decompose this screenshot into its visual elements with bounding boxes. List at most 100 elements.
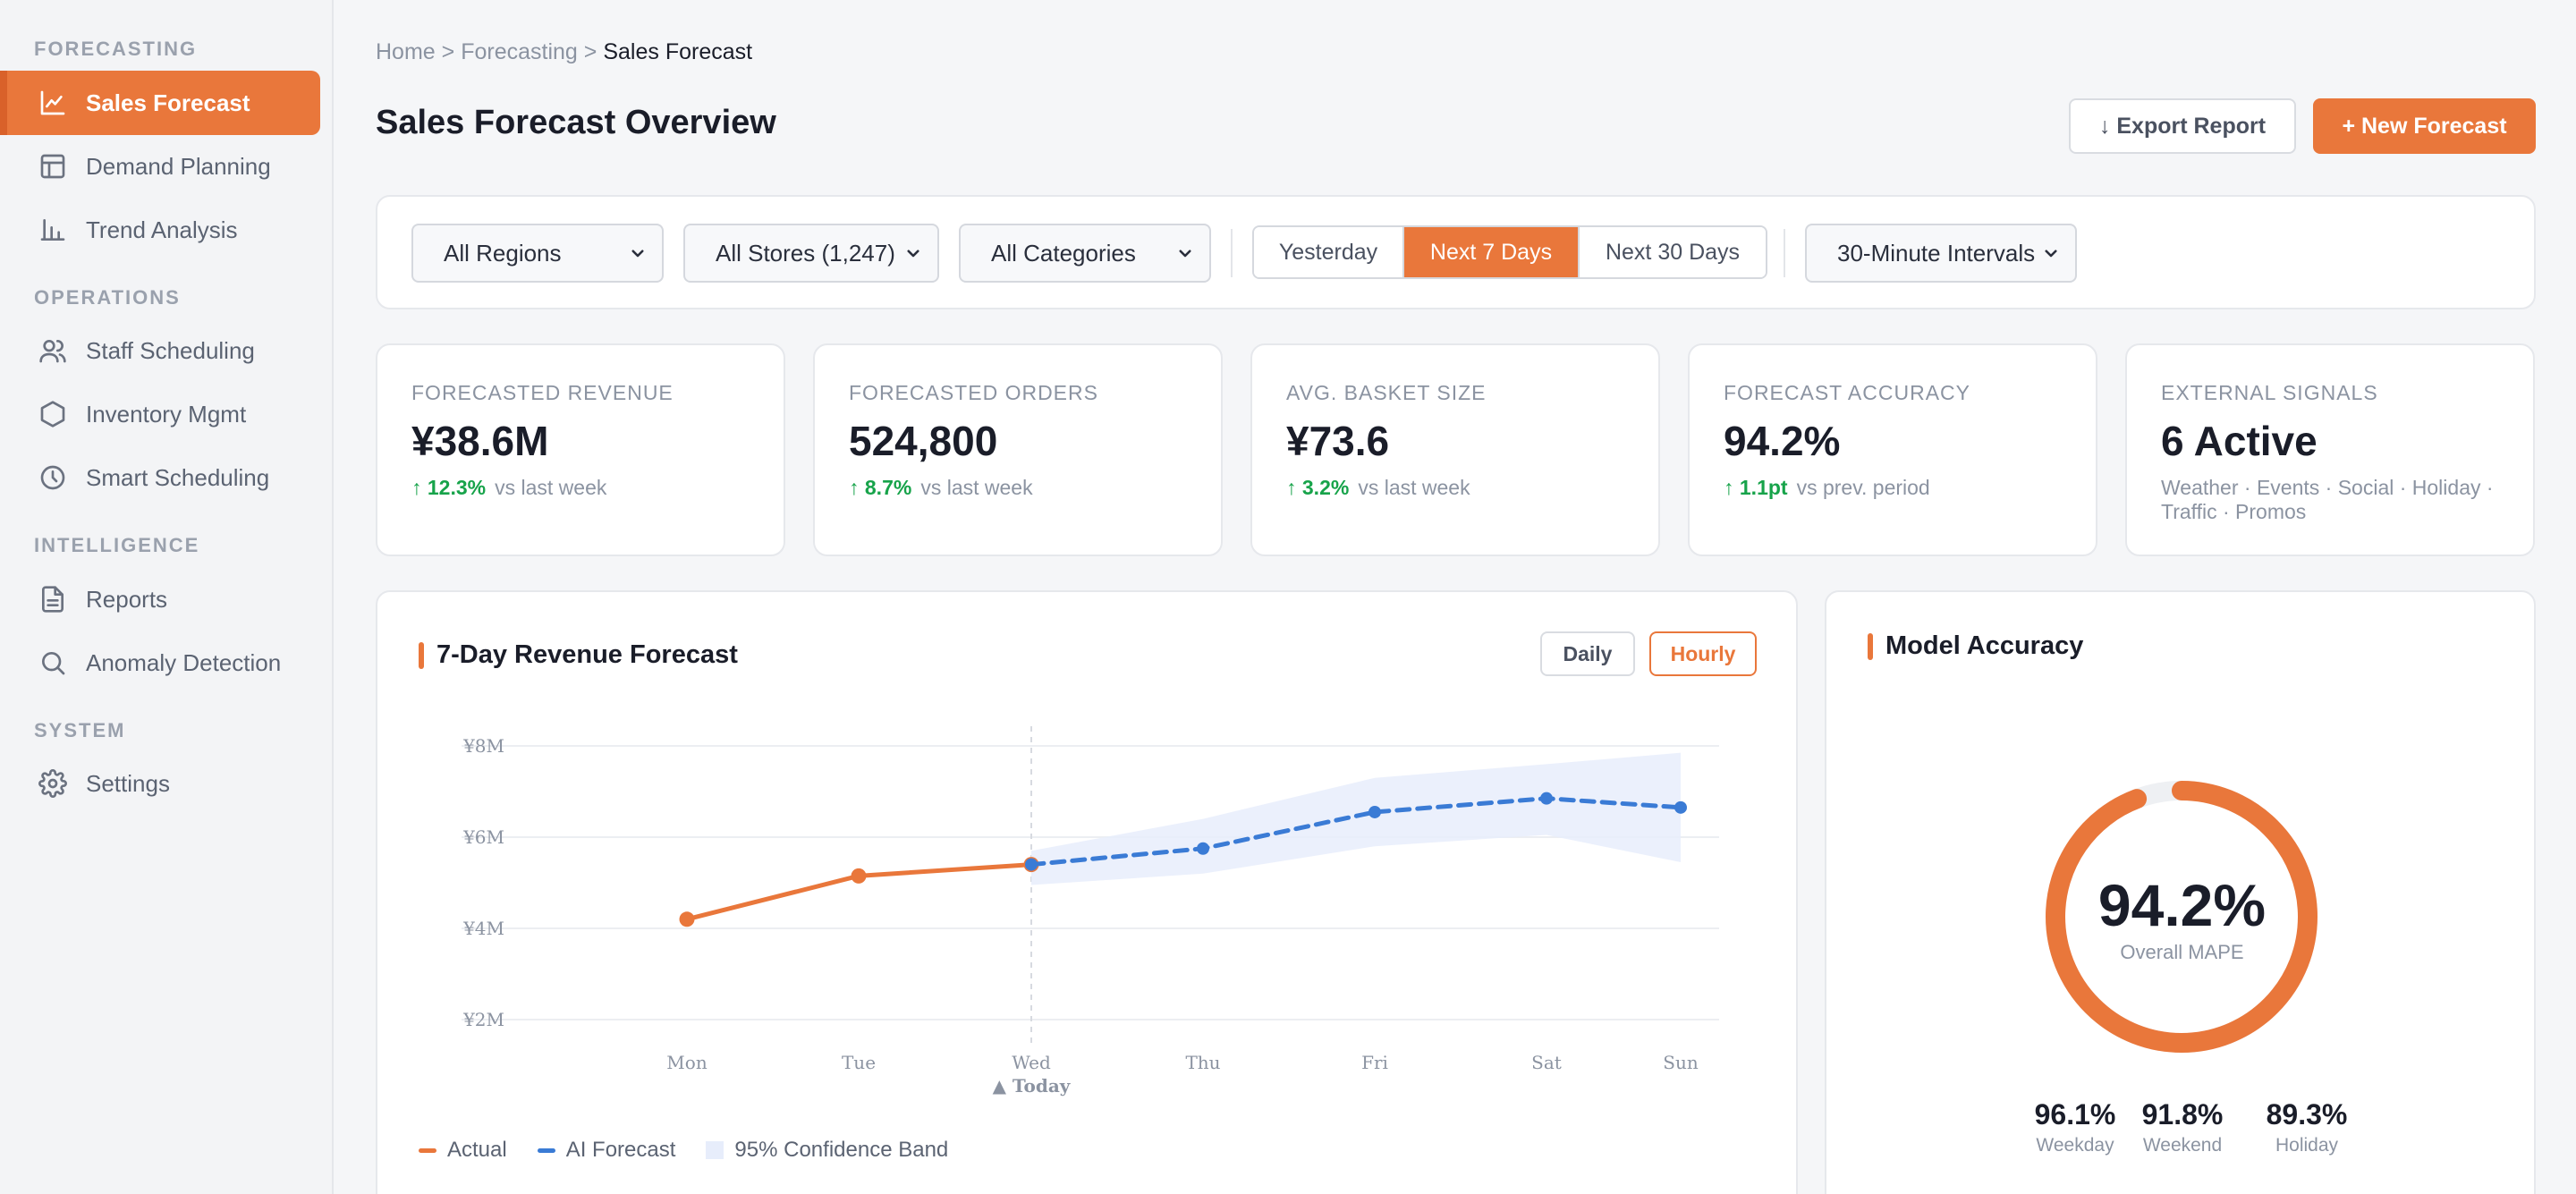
sidebar-item-settings[interactable]: Settings — [0, 751, 320, 816]
range-yesterday-button[interactable]: Yesterday — [1254, 227, 1404, 277]
sidebar-item-inventory-mgmt[interactable]: Inventory Mgmt — [0, 382, 320, 446]
stat-value: 96.1% — [2034, 1098, 2116, 1130]
kpi-label: FORECASTED REVENUE — [411, 381, 674, 404]
data-point — [1025, 858, 1038, 871]
kpi-card-accuracy: FORECAST ACCURACY 94.2% ↑ 1.1pt vs prev. … — [1688, 343, 2097, 556]
revenue-chart: ¥2M ¥4M ¥6M ¥8M Mon Tue Wed Thu Fri Sat Sun ▲ Today — [462, 726, 1719, 1097]
x-tick-label: Thu — [1185, 1052, 1220, 1073]
y-tick-label: ¥6M — [462, 826, 504, 848]
kpi-change: ↑ 1.1pt vs prev. period — [1724, 476, 1930, 500]
stat-value: 91.8% — [2141, 1098, 2224, 1130]
gauge-fill — [2046, 781, 2318, 1053]
kpi-card-external-signals: EXTERNAL SIGNALS 6 Active Weather · Even… — [2125, 343, 2535, 556]
x-tick-label: Mon — [666, 1052, 708, 1073]
sidebar-item-smart-scheduling[interactable]: Smart Scheduling — [0, 445, 320, 510]
accuracy-gauge — [2046, 781, 2318, 1053]
sidebar-item-sales-forecast[interactable]: Sales Forecast — [0, 71, 320, 135]
x-tick-label: Sat — [1531, 1052, 1562, 1073]
kpi-value: 94.2% — [1724, 418, 1841, 464]
search-icon — [38, 648, 68, 678]
data-point — [1368, 805, 1381, 818]
stat-value: 89.3% — [2266, 1098, 2348, 1130]
nav-section-forecasting: FORECASTING — [34, 38, 198, 60]
kpi-value: 6 Active — [2161, 418, 2318, 464]
chart-legend: Actual AI Forecast 95% Confidence Band — [419, 1138, 979, 1163]
interval-select[interactable]: 30-Minute Intervals — [1805, 224, 2077, 283]
kpi-card-revenue: FORECASTED REVENUE ¥38.6M ↑ 12.3% vs last… — [376, 343, 785, 556]
nav-section-intelligence: INTELLIGENCE — [34, 534, 200, 556]
sidebar-item-label: Inventory Mgmt — [86, 400, 247, 428]
legend-label: Actual — [447, 1138, 507, 1162]
nav-section-system: SYSTEM — [34, 719, 126, 741]
categories-select-value: All Categories — [991, 239, 1136, 267]
sidebar-item-demand-planning[interactable]: Demand Planning — [0, 134, 320, 199]
sidebar-item-label: Anomaly Detection — [86, 648, 282, 676]
kpi-change-period: vs last week — [495, 476, 607, 499]
users-icon — [38, 335, 68, 366]
accuracy-title: Model Accuracy — [1868, 631, 2083, 661]
x-tick-label: Fri — [1361, 1052, 1388, 1073]
nav-section-operations: OPERATIONS — [34, 286, 181, 309]
legend-label: AI Forecast — [565, 1138, 676, 1162]
kpi-change-value: ↑ 3.2% — [1286, 476, 1350, 499]
breadcrumb-separator: > — [441, 39, 455, 64]
sidebar-item-label: Staff Scheduling — [86, 336, 255, 364]
kpi-card-orders: FORECASTED ORDERS 524,800 ↑ 8.7% vs last … — [813, 343, 1223, 556]
accuracy-value: 94.2% — [2097, 872, 2267, 938]
breadcrumb-forecasting[interactable]: Forecasting — [461, 39, 578, 64]
kpi-signal-list: Weather · Events · Social · Holiday · Tr… — [2161, 476, 2494, 523]
filter-bar: All Regions All Stores (1,247) All Categ… — [376, 195, 2536, 309]
x-tick-label: Sun — [1663, 1052, 1699, 1073]
kpi-change: ↑ 12.3% vs last week — [411, 476, 606, 500]
kpi-change-value: ↑ 12.3% — [411, 476, 487, 499]
kpi-change-period: vs last week — [1358, 476, 1470, 499]
kpi-card-basket-size: AVG. BASKET SIZE ¥73.6 ↑ 3.2% vs last wee… — [1250, 343, 1660, 556]
region-select-value: All Regions — [444, 239, 562, 267]
range-next-30-days-button[interactable]: Next 30 Days — [1580, 227, 1766, 277]
sidebar-item-anomaly-detection[interactable]: Anomaly Detection — [0, 631, 320, 695]
date-range-toggle: Yesterday Next 7 Days Next 30 Days — [1252, 225, 1767, 279]
kpi-change-period: vs last week — [920, 476, 1033, 499]
legend-item-forecast: AI Forecast — [537, 1138, 676, 1163]
line-chart-icon — [38, 88, 68, 118]
daily-toggle[interactable]: Daily — [1540, 631, 1635, 676]
legend-swatch — [706, 1141, 724, 1159]
breadcrumb-home[interactable]: Home — [376, 39, 436, 64]
sidebar-item-reports[interactable]: Reports — [0, 567, 320, 631]
range-next-7-days-button[interactable]: Next 7 Days — [1404, 227, 1580, 277]
sidebar-item-trend-analysis[interactable]: Trend Analysis — [0, 198, 320, 262]
legend-item-actual: Actual — [419, 1138, 507, 1163]
kpi-label: AVG. BASKET SIZE — [1286, 381, 1487, 404]
export-report-button[interactable]: ↓ Export Report — [2069, 98, 2296, 154]
breadcrumb: Home > Forecasting > Sales Forecast — [376, 39, 752, 65]
stores-select[interactable]: All Stores (1,247) — [683, 224, 939, 283]
data-point — [1197, 842, 1209, 855]
legend-label: 95% Confidence Band — [734, 1138, 949, 1162]
page-title: Sales Forecast Overview — [376, 104, 776, 141]
stores-select-value: All Stores (1,247) — [716, 239, 895, 267]
y-tick-label: ¥8M — [462, 735, 504, 757]
y-tick-label: ¥2M — [462, 1009, 504, 1030]
kpi-label: FORECAST ACCURACY — [1724, 381, 1971, 404]
legend-item-band: 95% Confidence Band — [706, 1138, 948, 1163]
new-forecast-button[interactable]: + New Forecast — [2313, 98, 2536, 154]
kpi-change: ↑ 8.7% vs last week — [849, 476, 1033, 500]
document-icon — [38, 584, 68, 614]
kpi-label: EXTERNAL SIGNALS — [2161, 381, 2378, 404]
accuracy-stat-holiday: 89.3% Holiday — [2244, 1098, 2369, 1156]
kpi-value: ¥73.6 — [1286, 418, 1390, 464]
kpi-value: 524,800 — [849, 418, 998, 464]
box-icon — [38, 399, 68, 429]
hourly-toggle[interactable]: Hourly — [1649, 631, 1757, 676]
sidebar-item-staff-scheduling[interactable]: Staff Scheduling — [0, 318, 320, 383]
kpi-change: ↑ 3.2% vs last week — [1286, 476, 1470, 500]
stat-label: Holiday — [2275, 1135, 2339, 1156]
chevron-down-icon — [631, 250, 644, 258]
bar-chart-icon — [38, 215, 68, 245]
categories-select[interactable]: All Categories — [959, 224, 1211, 283]
region-select[interactable]: All Regions — [411, 224, 664, 283]
sidebar: FORECASTING Sales Forecast Demand Planni… — [0, 0, 334, 1194]
sidebar-item-label: Smart Scheduling — [86, 463, 270, 491]
data-point — [679, 911, 695, 927]
gear-icon — [38, 768, 68, 799]
